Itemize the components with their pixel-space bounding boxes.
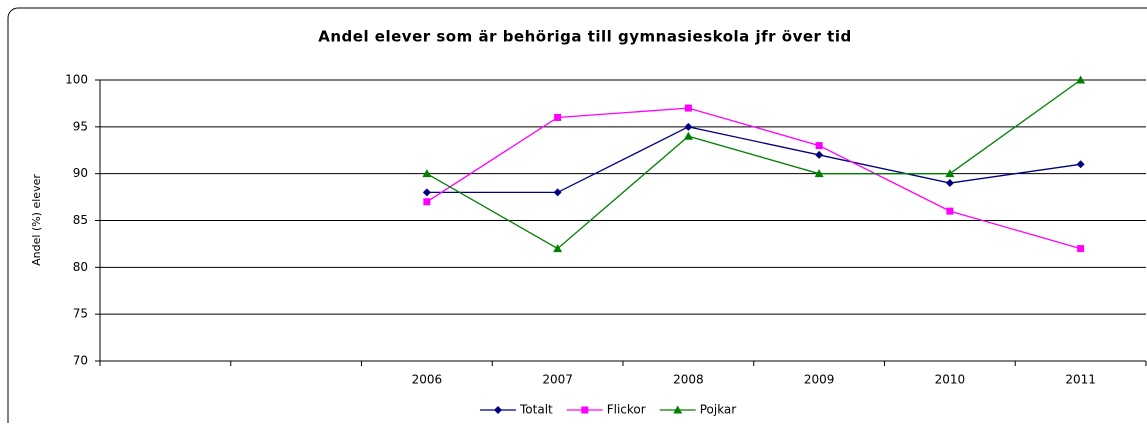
legend-label: Pojkar (700, 403, 737, 417)
y-axis-label: Andel (%) elever (30, 174, 43, 266)
series-line (426, 79, 1082, 250)
marker (553, 188, 562, 197)
x-tick-label: 2007 (542, 373, 573, 387)
chart-title: Andel elever som är behöriga till gymnas… (318, 28, 851, 46)
marker (683, 131, 693, 140)
chart-border (7, 7, 1147, 427)
marker (815, 142, 823, 150)
y-tick-label: 75 (73, 307, 88, 321)
y-tick-label: 70 (73, 354, 88, 368)
marker (494, 406, 502, 414)
y-tick-label: 90 (73, 166, 88, 180)
marker (553, 244, 563, 253)
marker (422, 169, 432, 178)
x-tick-label: 2010 (935, 373, 966, 387)
marker (423, 198, 431, 206)
x-tick-label: 2006 (412, 373, 443, 387)
marker (1076, 75, 1086, 84)
marker (684, 104, 692, 112)
y-tick-label: 85 (73, 213, 88, 227)
marker (945, 179, 954, 188)
series-line (426, 126, 1081, 194)
y-tick-label: 80 (73, 260, 88, 274)
legend-label: Flickor (607, 403, 646, 417)
marker (814, 169, 824, 178)
marker (946, 207, 954, 215)
x-tick-label: 2011 (1065, 373, 1096, 387)
y-tick-label: 95 (73, 119, 88, 133)
x-tick-label: 2009 (804, 373, 835, 387)
marker (684, 122, 693, 131)
marker (581, 406, 589, 414)
marker (945, 169, 955, 178)
marker (815, 150, 824, 159)
y-tick-label: 100 (65, 73, 88, 87)
marker (673, 405, 683, 414)
marker (422, 188, 431, 197)
x-tick-label: 2008 (673, 373, 704, 387)
marker (554, 113, 562, 121)
marker (1076, 160, 1085, 169)
series-line (426, 107, 1081, 250)
legend-label: Totalt (519, 403, 553, 417)
marker (1077, 245, 1085, 253)
